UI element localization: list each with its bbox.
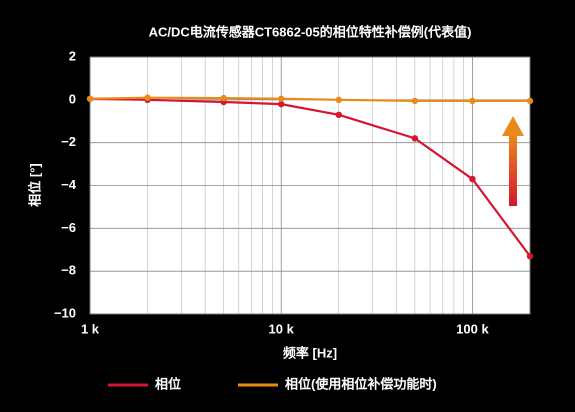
legend-label: 相位(使用相位补偿功能时) <box>285 376 437 391</box>
data-point <box>335 96 342 104</box>
data-point <box>86 95 94 102</box>
y-tick-label: −4 <box>61 177 77 192</box>
series-line <box>89 97 531 257</box>
data-point <box>278 95 285 102</box>
y-axis-label: 相位 [°] <box>27 163 42 206</box>
x-axis-label: 频率 [Hz] <box>283 345 337 360</box>
data-point <box>411 135 419 142</box>
chart-title: AC/DC电流传感器CT6862-05的相位特性补偿例(代表值) <box>149 24 472 39</box>
data-point <box>335 111 342 119</box>
data-point <box>411 97 419 105</box>
data-point <box>144 94 151 101</box>
data-point <box>220 94 227 102</box>
y-tick-label: 0 <box>69 91 76 106</box>
plot-border <box>89 56 531 315</box>
arrow <box>502 116 524 206</box>
y-tick-label: −6 <box>61 220 76 235</box>
x-tick-label: 100 k <box>456 321 489 336</box>
x-tick-label: 10 k <box>269 321 295 336</box>
y-tick-label: −10 <box>54 305 76 320</box>
x-tick-label: 1 k <box>81 321 100 336</box>
data-point <box>526 97 534 105</box>
data-point <box>526 252 534 260</box>
data-point <box>469 175 476 183</box>
y-tick-label: −8 <box>61 263 76 278</box>
series-line <box>89 96 530 103</box>
data-point <box>469 97 476 105</box>
legend-label: 相位 <box>155 376 181 391</box>
data-point <box>278 100 285 108</box>
y-tick-label: −2 <box>61 134 76 149</box>
y-tick-label: 2 <box>69 48 76 63</box>
